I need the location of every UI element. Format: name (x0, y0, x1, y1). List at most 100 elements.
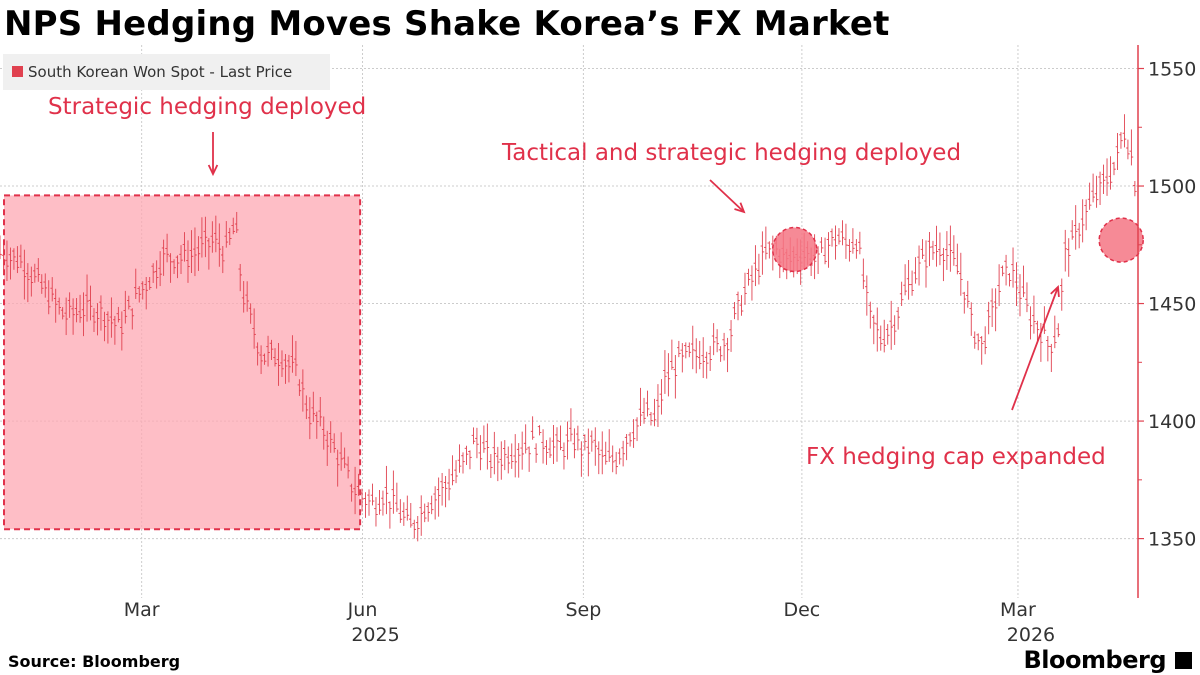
price-bar (405, 495, 410, 521)
price-bar (220, 245, 225, 274)
price-bar (165, 233, 169, 263)
y-tick-label-1350: 1350 (1148, 529, 1196, 551)
price-bar (530, 416, 535, 440)
price-bar (701, 337, 706, 379)
price-bar (576, 425, 580, 451)
price-bar (12, 248, 16, 270)
price-bar (885, 324, 890, 345)
price-bar (468, 450, 472, 470)
price-bar (593, 427, 598, 466)
price-bar (266, 335, 270, 367)
price-bar (579, 441, 584, 477)
price-bar (67, 292, 72, 318)
price-bar (0, 235, 2, 260)
price-bar (1011, 247, 1015, 288)
price-bar (367, 489, 371, 516)
price-bar (708, 345, 712, 371)
x-year-label-1: 2025 (351, 624, 399, 646)
price-bar (99, 295, 103, 331)
price-bar (207, 238, 211, 270)
price-bar (927, 231, 932, 267)
price-bar (402, 502, 406, 526)
price-bar (617, 448, 622, 465)
price-bar (520, 431, 524, 470)
highlight-circle-2 (1098, 217, 1144, 263)
price-bar (499, 441, 504, 480)
price-bar (743, 272, 747, 305)
price-bar (443, 475, 448, 508)
price-bar (426, 502, 430, 522)
price-bar (1063, 229, 1068, 272)
price-bar (603, 441, 608, 465)
bloomberg-box-icon (1175, 652, 1192, 669)
x-tick-label-4: Mar (1000, 599, 1036, 621)
price-bar (516, 443, 521, 478)
price-bar (687, 342, 692, 358)
price-bar (214, 215, 218, 253)
price-bar (986, 301, 991, 335)
price-bar (290, 335, 295, 373)
price-bar (433, 486, 437, 520)
price-bar (934, 225, 939, 267)
x-tick-label-3: Dec (783, 599, 820, 621)
price-bar (1056, 323, 1061, 338)
price-bar (374, 497, 378, 527)
price-bar (245, 281, 249, 312)
price-bar (123, 290, 128, 324)
price-bar (826, 232, 831, 268)
price-bar (161, 239, 166, 276)
price-bar (478, 435, 483, 471)
price-bar (875, 307, 880, 352)
price-bar (941, 247, 946, 282)
price-bar (304, 395, 309, 420)
price-bar (203, 216, 208, 258)
arrow-cap (1011, 286, 1059, 411)
price-bar (666, 353, 671, 397)
price-bar (513, 434, 518, 478)
price-bar (419, 495, 424, 536)
price-bar (485, 423, 490, 470)
price-bar (993, 288, 998, 332)
price-bar (983, 326, 987, 355)
price-bar (78, 294, 82, 323)
price-bar (945, 231, 949, 270)
price-bar (339, 432, 343, 471)
price-bar (1007, 273, 1012, 287)
price-bar (1053, 315, 1057, 349)
price-bar (1115, 132, 1120, 170)
price-bar (342, 447, 347, 469)
price-bar (1105, 158, 1109, 196)
price-bar (1021, 265, 1026, 298)
price-bar (234, 211, 239, 233)
price-bar (377, 490, 382, 515)
price-bar (610, 445, 615, 473)
price-bar (1108, 156, 1113, 190)
price-bar (133, 268, 138, 299)
price-bar (663, 350, 667, 394)
price-bar (854, 239, 859, 259)
price-bar (624, 433, 629, 461)
chart-title: NPS Hedging Moves Shake Korea’s FX Marke… (4, 4, 890, 44)
price-bar (833, 225, 838, 260)
price-bar (896, 306, 900, 330)
price-bar (851, 228, 855, 254)
price-bar (64, 297, 68, 336)
x-tick-label-0: Mar (124, 599, 160, 621)
shaded-region-strategic-hedging (3, 194, 362, 531)
price-bar (454, 460, 458, 484)
price-bar (976, 333, 981, 351)
price-bar (182, 232, 187, 262)
price-bar (1122, 114, 1127, 148)
price-bar (193, 227, 197, 277)
price-bar (1073, 205, 1078, 250)
price-bar (144, 276, 149, 310)
price-bar (569, 408, 573, 442)
price-bar (50, 277, 55, 302)
price-bar (903, 264, 907, 296)
price-bar (722, 332, 726, 361)
price-bar (523, 424, 528, 454)
price-bar (269, 339, 274, 361)
price-bar (697, 340, 702, 370)
price-bar (642, 397, 646, 424)
price-bar (715, 329, 719, 353)
